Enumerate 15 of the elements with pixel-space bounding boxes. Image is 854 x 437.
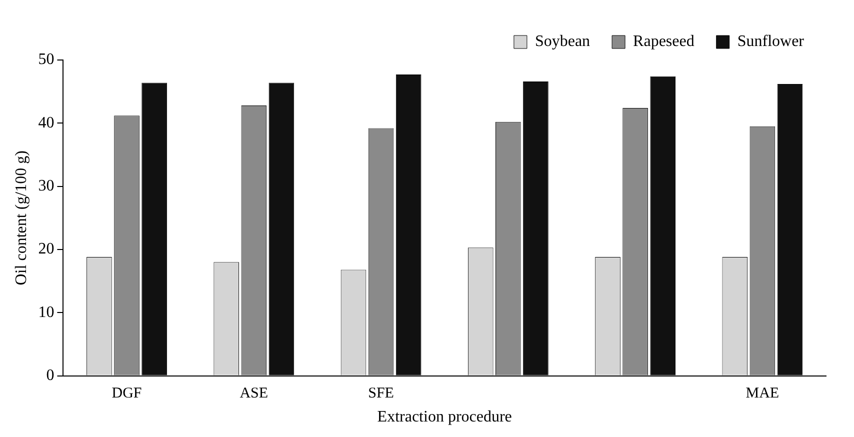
x-tick-label: SFE [368, 386, 394, 402]
x-tick-label: DGF [112, 386, 142, 402]
legend-label: Soybean [534, 33, 590, 50]
legend-label: Sunflower [737, 33, 805, 50]
y-axis-title: Oil content (g/100 g) [12, 150, 30, 286]
y-tick-label: 30 [38, 178, 54, 195]
x-tick-label: ASE [240, 386, 268, 402]
y-tick-label: 10 [38, 304, 54, 321]
y-tick-label: 50 [38, 51, 54, 68]
y-tick-label: 20 [38, 240, 54, 258]
y-tick-label: 40 [38, 114, 54, 132]
y-tick-label: 0 [46, 367, 54, 384]
x-tick-label: MAE [746, 386, 780, 402]
x-axis-title: Extraction procedure [377, 408, 512, 426]
legend-label: Rapeseed [633, 33, 694, 50]
